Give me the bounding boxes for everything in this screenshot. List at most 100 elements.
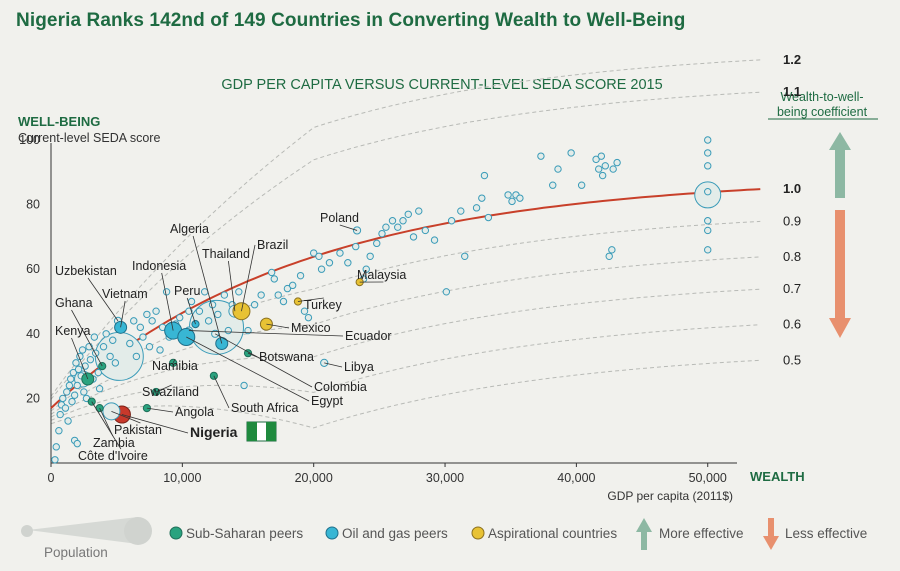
leader-line	[120, 300, 126, 328]
leader-line	[192, 235, 223, 344]
leader-line	[186, 297, 196, 325]
country-point	[59, 394, 67, 403]
coefficient-label: 1.2	[783, 52, 801, 67]
country-label: South Africa	[231, 401, 298, 415]
country-point	[51, 456, 59, 464]
trend-line-path	[50, 188, 761, 409]
leader-line	[146, 407, 174, 413]
country-label: Côte d'Ivoire	[78, 449, 148, 463]
country-labels: Nigeria Ghana Kenya Uzbekistan Vietnam Indone…	[55, 211, 406, 463]
leader-line	[87, 277, 119, 322]
country-point	[250, 301, 259, 309]
country-label: Botswana	[259, 350, 314, 364]
coefficient-line	[50, 324, 761, 421]
legend-less-effective: Less effective	[785, 526, 867, 541]
country-label: Ghana	[55, 296, 93, 310]
country-point	[64, 417, 72, 425]
population-size-legend-icon	[21, 517, 152, 545]
country-label: Zambia	[93, 436, 135, 450]
coefficient-line	[50, 359, 761, 429]
country-point	[609, 165, 617, 173]
country-point	[613, 158, 621, 167]
country-point	[214, 310, 222, 319]
country-point	[704, 149, 712, 157]
country-point	[109, 336, 117, 344]
country-point	[90, 333, 99, 341]
country-point	[102, 330, 110, 338]
country-point	[447, 217, 456, 225]
country-point	[274, 291, 282, 299]
y-tick-label: 80	[26, 198, 40, 212]
coefficient-header-line2: being coefficient	[777, 105, 868, 119]
leader-line	[111, 410, 141, 424]
leader-line	[99, 407, 114, 437]
leader-line	[324, 362, 343, 368]
leader-line	[172, 358, 176, 364]
country-point	[73, 381, 81, 390]
x-tick-label: 10,000	[163, 471, 201, 485]
coefficient-label: 0.8	[783, 249, 801, 264]
axes: 0 10,000 20,000 30,000 40,000 50,000 20 40 60 80 1…	[19, 133, 737, 485]
country-label: Peru	[174, 284, 200, 298]
country-point	[601, 162, 609, 170]
country-label: Uzbekistan	[55, 264, 117, 278]
country-point	[378, 229, 386, 238]
y-axis-title: WELL-BEING	[18, 114, 100, 129]
leader-line	[228, 260, 236, 312]
country-point	[267, 268, 276, 277]
data-points	[51, 136, 722, 464]
leader-line	[161, 272, 174, 331]
country-point	[99, 343, 108, 351]
more-effective-arrow-icon	[829, 132, 851, 198]
x-axis-label: GDP per capita (2011$)	[607, 489, 733, 503]
country-point	[352, 242, 360, 251]
headline: Nigeria Ranks 142nd of 149 Countries in …	[16, 10, 686, 31]
country-point	[592, 155, 600, 164]
x-axis-title: WEALTH	[750, 469, 805, 484]
legend-sub-saharan: Sub-Saharan peers	[186, 526, 303, 541]
coefficient-labels: 1.2 1.1 1.0 0.9 0.8 0.7 0.6 0.5	[783, 52, 801, 367]
leader-line	[241, 244, 256, 312]
country-point	[235, 288, 243, 296]
leader-line	[213, 375, 230, 409]
country-point	[204, 317, 213, 325]
country-point	[156, 346, 164, 354]
legend-aspirational: Aspirational countries	[488, 526, 617, 541]
leader-line	[297, 297, 324, 302]
country-point	[344, 259, 352, 267]
country-point	[597, 152, 606, 160]
x-tick-label: 40,000	[557, 471, 595, 485]
country-label: Libya	[344, 360, 374, 374]
country-point	[224, 326, 233, 335]
country-label: Angola	[175, 405, 214, 419]
coefficient-header-line1: Wealth-to-well-	[780, 90, 863, 104]
country-label: Pakistan	[114, 423, 162, 437]
leader-line	[121, 414, 189, 434]
coefficient-label: 1.1	[783, 84, 801, 99]
y-tick-label: 100	[19, 133, 40, 147]
country-point	[95, 385, 104, 393]
country-point	[362, 265, 370, 273]
country-point	[409, 233, 418, 241]
country-point	[70, 391, 79, 399]
country-point	[279, 297, 288, 306]
country-point	[296, 271, 305, 280]
country-point	[704, 136, 712, 144]
less-effective-arrow-icon	[829, 210, 851, 338]
x-tick-label: 20,000	[295, 471, 333, 485]
country-label: Swaziland	[142, 385, 199, 399]
country-point	[67, 375, 75, 383]
country-point	[300, 307, 309, 315]
x-tick-label: 30,000	[426, 471, 464, 485]
country-point	[162, 288, 171, 296]
country-point	[554, 165, 562, 173]
country-point	[704, 162, 712, 170]
more-effective-legend-arrow-icon	[636, 518, 652, 550]
country-label: Malaysia	[357, 268, 406, 282]
country-point	[549, 181, 557, 189]
country-point	[382, 223, 390, 231]
legend: Population Sub-Saharan peers Oil and gas…	[21, 517, 867, 560]
country-point	[270, 275, 278, 283]
country-point	[317, 265, 326, 273]
leader-line	[71, 337, 89, 380]
